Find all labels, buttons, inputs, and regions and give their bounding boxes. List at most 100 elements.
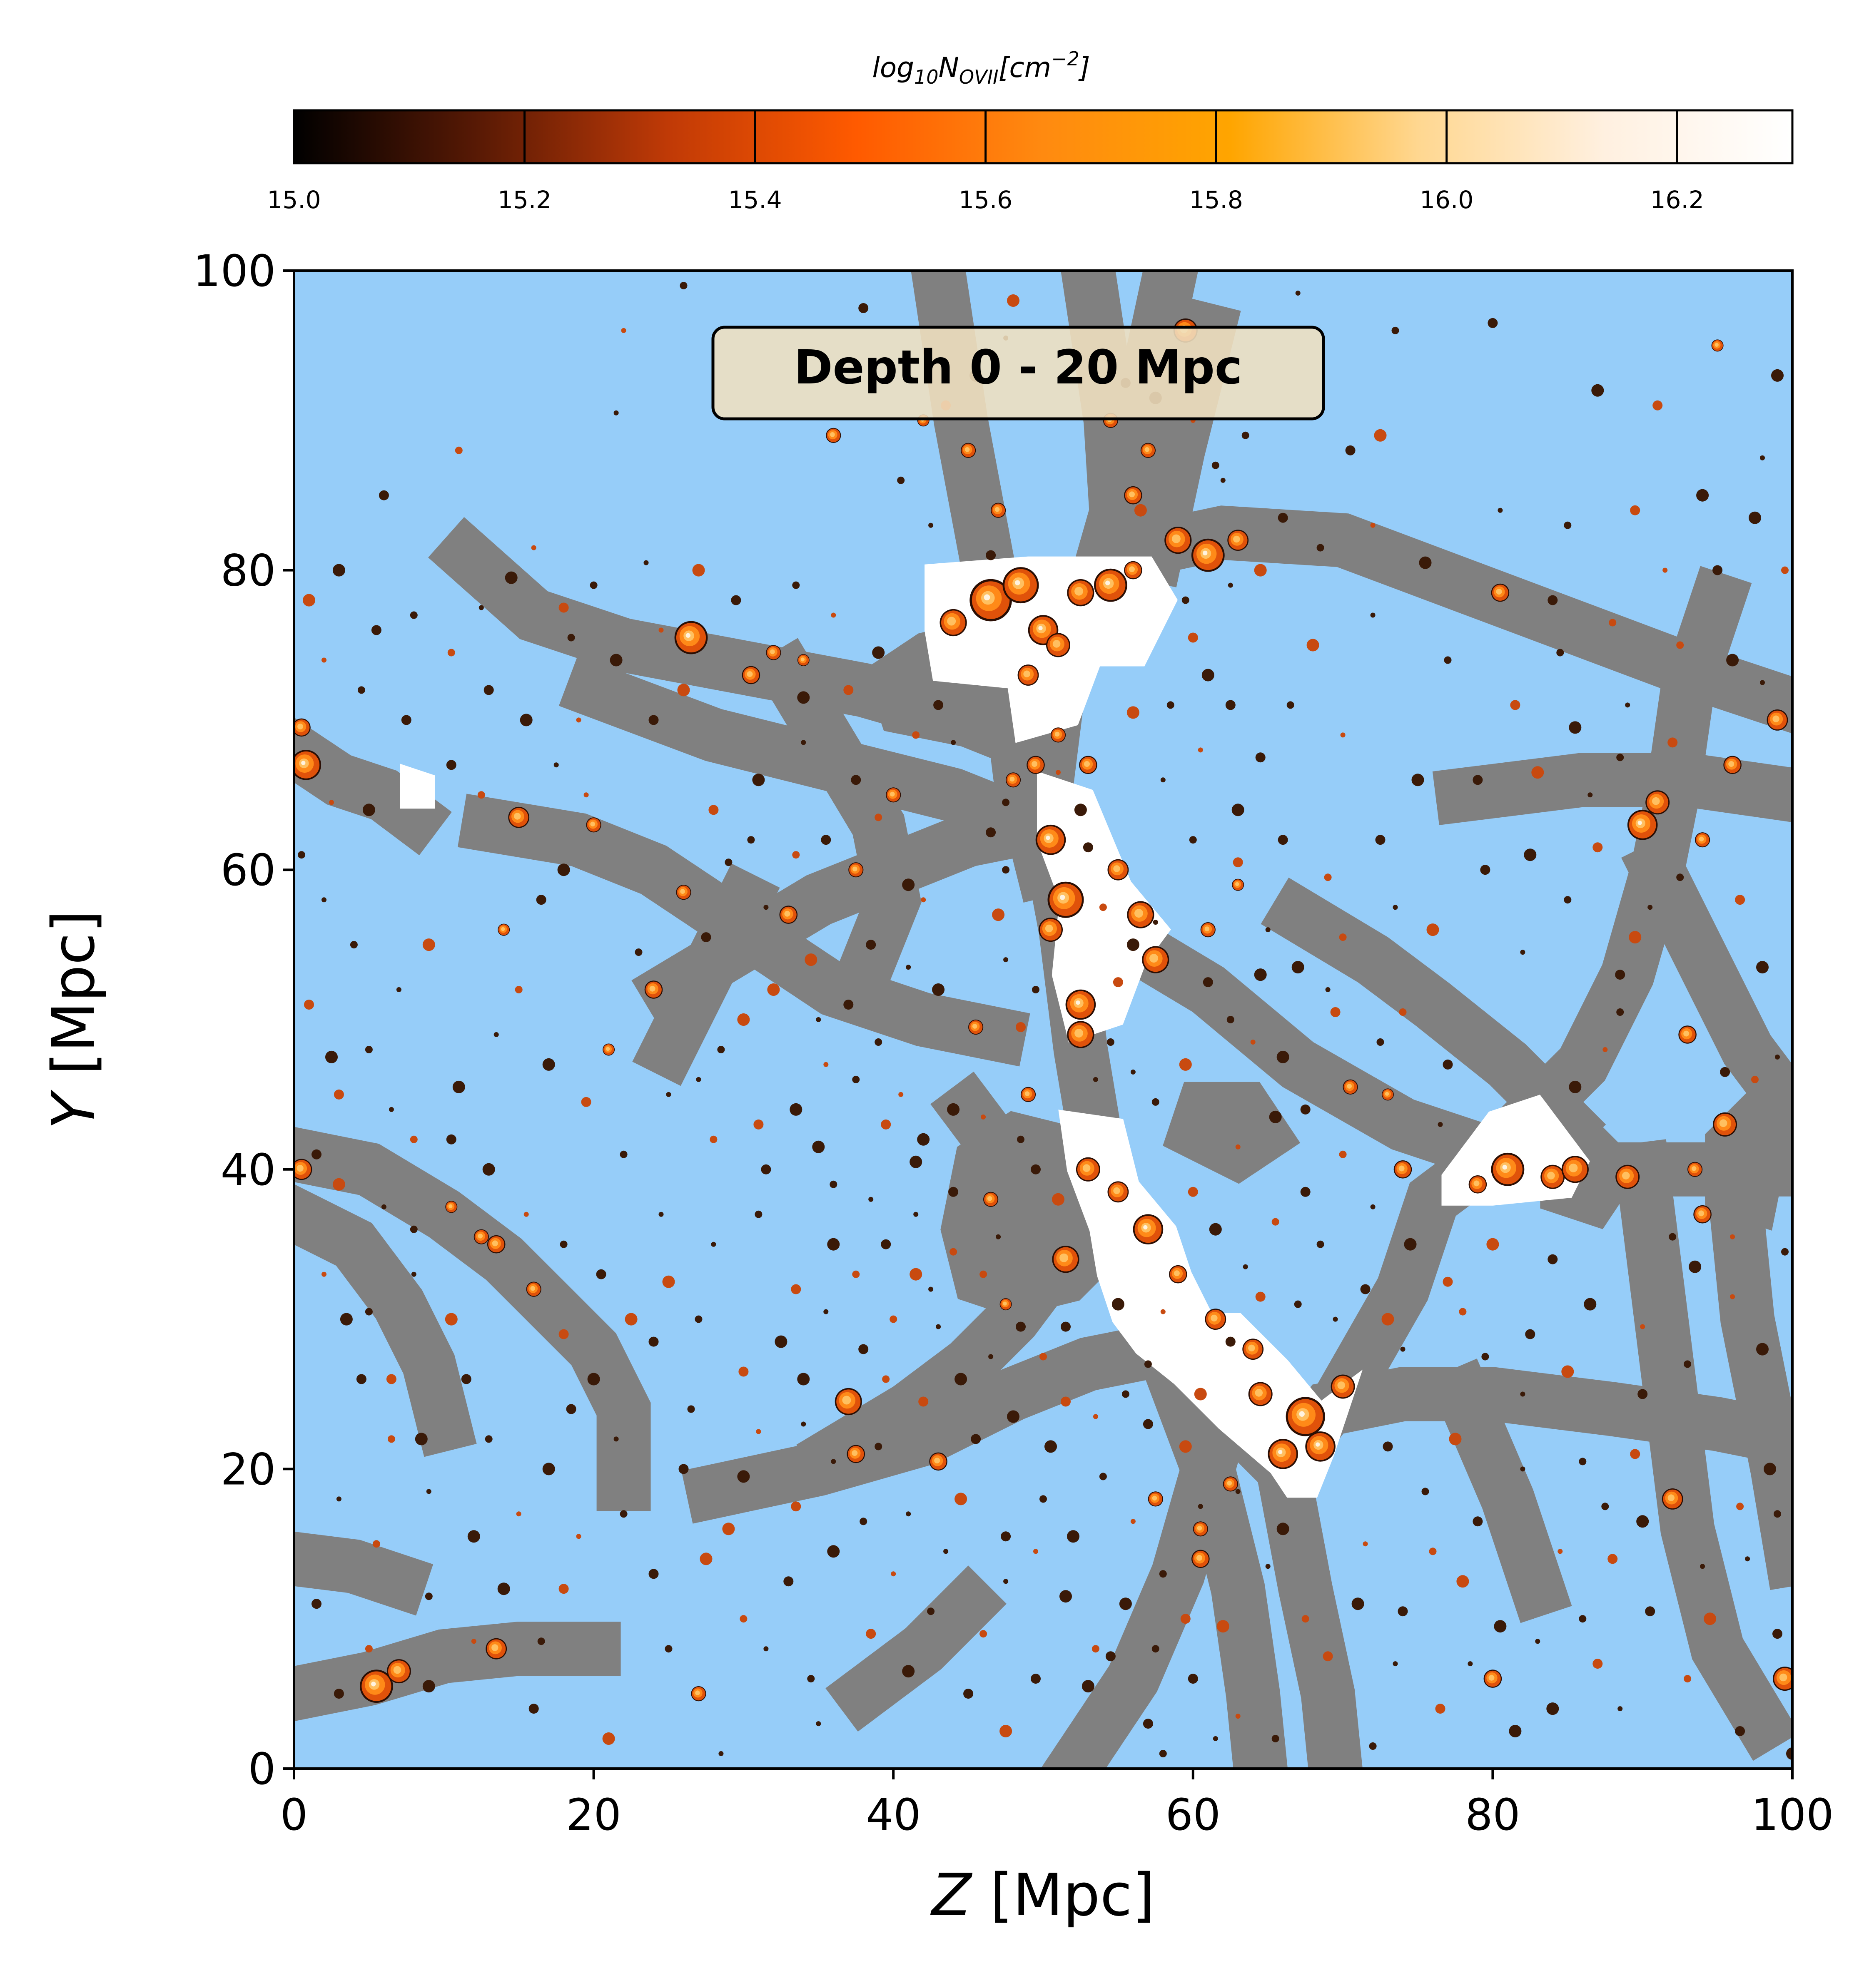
depth-annotation: Depth 0 - 20 Mpc (711, 326, 1325, 420)
ovii-speck (537, 1637, 545, 1645)
ovii-speck (678, 1464, 689, 1474)
ovii-speck (791, 1284, 801, 1294)
ovii-speck (1393, 905, 1398, 910)
ovii-speck (1360, 1284, 1371, 1294)
ovii-speck (891, 1571, 896, 1577)
ovii-speck (558, 1329, 569, 1339)
ovii-speck (446, 760, 456, 770)
ovii-speck (1520, 950, 1525, 955)
ovii-speck (1662, 567, 1668, 573)
ovii-speck (1370, 1204, 1376, 1209)
ovii-halo (1107, 1181, 1129, 1203)
ovii-speck (906, 1511, 911, 1517)
ovii-speck (1669, 1233, 1677, 1241)
ovii-speck (927, 1607, 935, 1615)
ovii-speck (1426, 923, 1439, 936)
ovii-halo (473, 1229, 489, 1244)
ovii-speck (708, 805, 719, 815)
ovii-halo (1164, 527, 1192, 554)
ovii-speck (1216, 1620, 1229, 1633)
colorbar-tick-label: 15.4 (728, 186, 782, 214)
ovii-speck (485, 1435, 493, 1443)
ovii-speck (422, 1680, 435, 1693)
ovii-speck (797, 1373, 810, 1386)
ovii-halo (826, 428, 841, 443)
ovii-speck (1160, 1309, 1166, 1314)
ovii-halo (445, 1201, 458, 1213)
speck-layer (298, 282, 1792, 1760)
ovii-speck (666, 1092, 671, 1097)
colorbar: log10NOVII[cm−2] 15.0 15.2 15.4 15.6 15.8 16.… (267, 47, 1794, 214)
ovii-speck (542, 1058, 555, 1071)
ovii-speck (1730, 1234, 1735, 1239)
ovii-speck (334, 1689, 344, 1699)
ovii-speck (831, 1459, 836, 1464)
ovii-halo (1773, 1667, 1792, 1691)
ovii-speck (1016, 1022, 1026, 1032)
ovii-speck (446, 1134, 456, 1145)
ovii-speck (1105, 1651, 1116, 1662)
ovii-halo (1124, 486, 1142, 505)
ovii-speck (1481, 1353, 1489, 1361)
ovii-speck (1616, 754, 1624, 761)
ovii-speck (1291, 961, 1304, 974)
ovii-speck (717, 1046, 725, 1053)
ovii-halo (1079, 756, 1097, 774)
ovii-speck (1241, 431, 1249, 439)
ovii-speck (1524, 848, 1537, 861)
ovii-speck (1488, 318, 1498, 328)
ovii-speck (1306, 639, 1319, 652)
ovii-speck (467, 1530, 480, 1543)
ovii-speck (696, 1077, 701, 1082)
ovii-halo (1232, 878, 1244, 891)
ovii-speck (725, 858, 733, 866)
ovii-halo (1133, 1214, 1164, 1244)
ovii-speck (1781, 566, 1789, 574)
ovii-speck (576, 1534, 581, 1539)
ovii-speck (1255, 1291, 1266, 1302)
ovii-halo (1540, 1164, 1565, 1189)
plot-frame (293, 269, 1794, 1770)
ovii-speck (1510, 700, 1520, 710)
ovii-speck (1775, 1054, 1780, 1060)
ovii-speck (875, 814, 882, 821)
ovii-speck (576, 717, 581, 723)
ovii-speck (1615, 970, 1625, 980)
ovii-speck (371, 625, 381, 635)
ovii-speck (1121, 1390, 1129, 1398)
ovii-speck (357, 686, 365, 694)
ovii-speck (1189, 836, 1197, 844)
ovii-speck (1059, 1590, 1072, 1603)
ovii-halo (676, 885, 691, 900)
ovii-halo (779, 906, 798, 924)
ovii-speck (493, 1032, 499, 1037)
ovii-speck (1220, 478, 1226, 483)
ovii-speck (1383, 1441, 1393, 1452)
ovii-speck (1265, 927, 1271, 933)
ovii-speck (1587, 792, 1593, 798)
ovii-speck (738, 1366, 749, 1377)
ovii-halo (644, 980, 663, 999)
ovii-speck (455, 446, 463, 454)
ovii-speck (1370, 612, 1376, 618)
ovii-speck (827, 1238, 840, 1251)
ovii-halo (939, 609, 967, 637)
ovii-speck (445, 1313, 458, 1326)
ovii-halo (1028, 615, 1059, 645)
ovii-speck (321, 657, 326, 663)
ovii-speck (1429, 1548, 1437, 1555)
ovii-speck (325, 1050, 338, 1063)
ovii-speck (1520, 1391, 1525, 1397)
ovii-speck (425, 1592, 433, 1600)
ovii-halo (586, 817, 601, 833)
ovii-speck (1265, 1564, 1271, 1569)
ovii-speck (1203, 977, 1213, 988)
filament (294, 1622, 621, 1722)
ovii-speck (1444, 656, 1452, 664)
ovii-speck (477, 791, 485, 799)
ovii-speck (1235, 1714, 1241, 1719)
ovii-halo (835, 1388, 862, 1416)
ovii-speck (332, 1178, 345, 1191)
ovii-speck (843, 685, 854, 695)
ovii-speck (1188, 632, 1198, 643)
